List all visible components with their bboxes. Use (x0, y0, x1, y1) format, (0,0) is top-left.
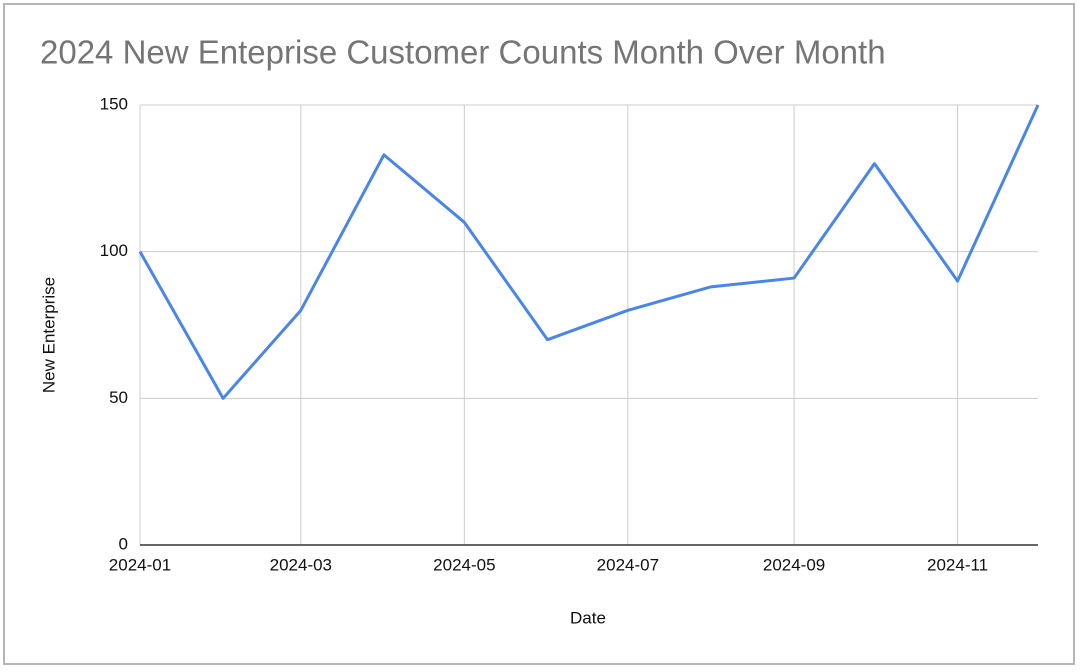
x-tick-label: 2024-05 (433, 555, 495, 574)
x-tick-label: 2024-01 (109, 555, 171, 574)
y-tick-label: 150 (100, 94, 128, 113)
chart-title: 2024 New Enteprise Customer Counts Month… (40, 34, 886, 71)
y-tick-label: 50 (109, 388, 128, 407)
x-axis-label: Date (570, 608, 606, 627)
x-tick-label: 2024-03 (270, 555, 332, 574)
data-line (138, 104, 1040, 400)
y-tick-label: 100 (100, 241, 128, 260)
x-tick-label: 2024-07 (597, 555, 659, 574)
y-tick-label: 0 (119, 534, 128, 553)
chart-frame (3, 3, 1075, 665)
y-axis-label: New Enterprise (39, 277, 58, 393)
x-tick-label: 2024-09 (763, 555, 825, 574)
x-tick-label: 2024-11 (927, 555, 988, 574)
